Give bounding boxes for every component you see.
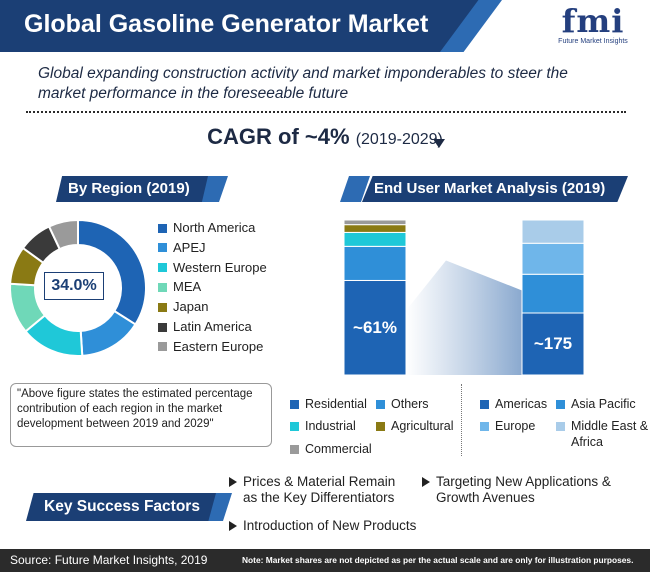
legend-item: Others <box>376 396 429 412</box>
legend-label: Europe <box>495 419 536 433</box>
bullet-arrow-icon <box>422 477 430 487</box>
logo-mark: fmi <box>561 2 625 40</box>
legend-label: North America <box>173 220 256 235</box>
legend-label: Eastern Europe <box>173 338 264 354</box>
donut-slice-eastern-europe <box>47 218 79 251</box>
legend-swatch <box>158 282 167 292</box>
legend-item: Residential <box>290 396 367 412</box>
legend-label: Residential <box>305 397 367 411</box>
legend-swatch <box>290 422 299 431</box>
legend-swatch <box>376 400 385 409</box>
legend-item: Asia Pacific <box>556 396 636 412</box>
legend-label: Western Europe <box>173 259 267 275</box>
bar-connector-shape <box>406 260 522 375</box>
legend-label: Others <box>391 397 429 411</box>
legend-swatch <box>158 322 167 332</box>
legend-item: Latin America <box>158 319 252 335</box>
bullet-arrow-icon <box>229 521 237 531</box>
region-note: "Above figure states the estimated perce… <box>10 383 272 447</box>
legend-label: Commercial <box>305 442 372 456</box>
legend-swatch <box>556 400 565 409</box>
donut-slice-north-america <box>77 218 147 326</box>
legend-swatch <box>556 422 565 431</box>
footer-bar <box>0 549 650 572</box>
legend-item: MEA <box>158 279 201 295</box>
page-title: Global Gasoline Generator Market <box>24 10 429 38</box>
legend-swatch <box>290 445 299 454</box>
bar-segment-asia-pacific <box>521 273 585 314</box>
legend-item: Americas <box>480 396 547 412</box>
bar-segment-others <box>343 245 407 281</box>
legend-label: Industrial <box>305 419 356 433</box>
ksf-item: Prices & Material Remain as the Key Diff… <box>243 474 396 505</box>
legend-item: Commercial <box>290 441 372 457</box>
legend-label: Latin America <box>173 319 252 334</box>
legend-item: Europe <box>480 418 535 434</box>
legend-label: Americas <box>495 397 548 411</box>
legend-item: Eastern Europe <box>158 339 263 355</box>
legend-item: North America <box>158 220 255 236</box>
header-banner <box>0 0 490 52</box>
legend-label: APEJ <box>173 239 206 255</box>
footer-source: Source: Future Market Insights, 2019 <box>10 553 208 567</box>
dropdown-arrow-icon <box>433 139 445 148</box>
legend-label: Japan <box>173 299 209 315</box>
legend-swatch <box>376 422 385 431</box>
logo-text: Future Market Insights <box>558 38 628 45</box>
legend-swatch <box>290 400 299 409</box>
legend-label: MEA <box>173 279 202 295</box>
end-user-stacked-bars <box>343 219 585 375</box>
cagr-label: CAGR of ~4% <box>207 124 350 149</box>
legend-swatch <box>158 223 167 233</box>
cagr-years: (2019-2029) <box>355 131 443 148</box>
region-banner: By Region (2019) <box>56 176 208 202</box>
legend-item: Western Europe <box>158 260 267 276</box>
legend-item: Japan <box>158 299 208 315</box>
legend-swatch <box>480 400 489 409</box>
bar-segment-americas <box>521 312 585 375</box>
legend-item: APEJ <box>158 240 206 256</box>
legend-swatch <box>480 422 489 431</box>
bar-segment-middle-east-africa <box>521 219 585 244</box>
bar-segment-agricultural <box>343 224 407 233</box>
subtitle: Global expanding construction activity a… <box>38 65 568 102</box>
legend-divider <box>461 384 462 456</box>
legend-item: Industrial <box>290 418 356 434</box>
legend-item: Middle East & Africa <box>556 418 650 450</box>
bar-segment-residential <box>343 279 407 375</box>
bar-segment-commercial <box>343 219 407 226</box>
dotted-divider <box>26 111 626 113</box>
region-donut-chart <box>9 218 147 357</box>
key-success-banner: Key Success Factors <box>26 493 216 521</box>
ksf-item: Introduction of New Products <box>243 518 417 533</box>
end-user-banner: End User Market Analysis (2019) <box>362 176 628 202</box>
ksf-item: Targeting New Applications & Growth Aven… <box>436 474 611 505</box>
bar-segment-industrial <box>343 231 407 247</box>
legend-item: Agricultural <box>376 418 454 434</box>
bar-annotation-left: ~61% <box>353 317 397 337</box>
bar-annotation-right: ~175 <box>533 334 573 353</box>
legend-swatch <box>158 263 167 273</box>
legend-label: Asia Pacific <box>571 397 636 411</box>
cagr-headline: CAGR of ~4% (2019-2029) <box>0 124 650 150</box>
legend-swatch <box>158 342 167 352</box>
donut-highlight-label: 34.0% <box>44 272 104 300</box>
bullet-arrow-icon <box>229 477 237 487</box>
fmi-logo: fmi Future Market Insights <box>548 4 638 52</box>
footer-note: Note: Market shares are not depicted as … <box>242 555 634 565</box>
legend-swatch <box>158 243 167 253</box>
bar-segment-europe <box>521 242 585 275</box>
legend-label: Agricultural <box>391 419 454 433</box>
legend-swatch <box>158 302 167 312</box>
legend-label: Middle East & Africa <box>571 419 649 449</box>
